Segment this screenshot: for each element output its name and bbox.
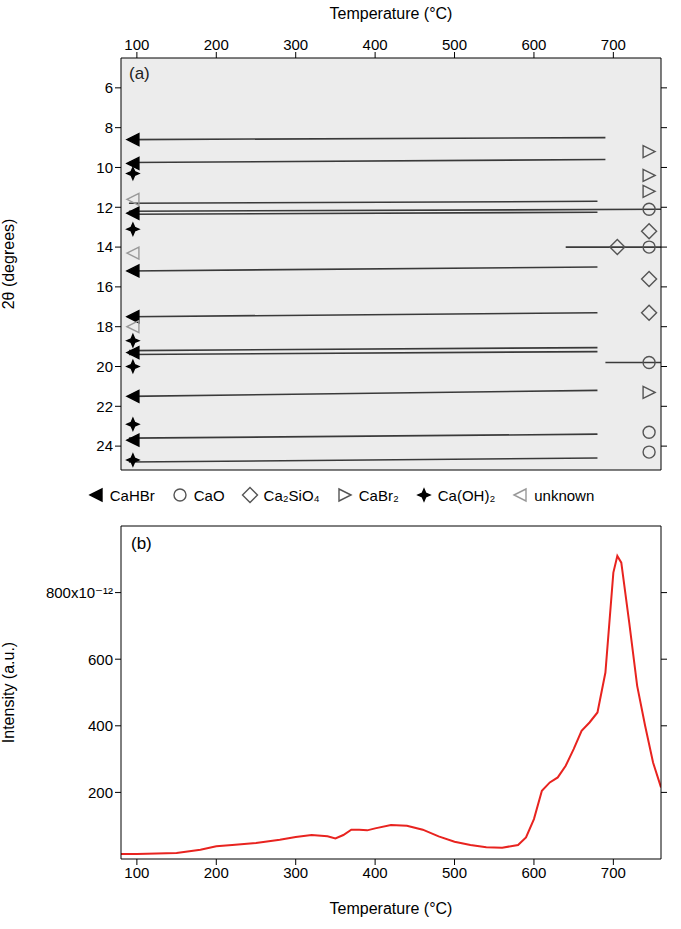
svg-text:10: 10 — [96, 159, 113, 176]
svg-text:400: 400 — [363, 36, 388, 53]
html-text:CaHBr: CaHBr — [109, 486, 155, 504]
svg-text:2θ (degrees): 2θ (degrees) — [0, 219, 17, 310]
svg-text:600: 600 — [88, 651, 113, 668]
svg-text:Temperature (°C): Temperature (°C) — [330, 5, 453, 22]
svg-text:200: 200 — [88, 784, 113, 801]
svg-text:12: 12 — [96, 199, 113, 216]
svg-text:400: 400 — [88, 717, 113, 734]
svg-text:600: 600 — [521, 864, 546, 881]
svg-text:14: 14 — [96, 238, 113, 255]
svg-text:16: 16 — [96, 278, 113, 295]
html-text:CaBr₂: CaBr₂ — [358, 486, 399, 504]
svg-text:300: 300 — [283, 864, 308, 881]
html-text:Ca₂SiO₄: Ca₂SiO₄ — [263, 486, 320, 504]
svg-text:200: 200 — [204, 864, 229, 881]
html-text:Ca(OH)₂: Ca(OH)₂ — [437, 486, 496, 504]
svg-text:600: 600 — [521, 36, 546, 53]
svg-text:8: 8 — [105, 119, 113, 136]
svg-text:24: 24 — [96, 437, 113, 454]
svg-text:22: 22 — [96, 398, 113, 415]
svg-text:500: 500 — [442, 36, 467, 53]
html-text:unknown: unknown — [534, 486, 595, 504]
svg-text:20: 20 — [96, 358, 113, 375]
svg-text:700: 700 — [601, 36, 626, 53]
html-text:(b): (b) — [131, 534, 152, 553]
svg-text:800x10⁻¹²: 800x10⁻¹² — [46, 584, 113, 601]
html-text:(a): (a) — [129, 64, 150, 83]
svg-text:18: 18 — [96, 318, 113, 335]
svg-text:700: 700 — [601, 864, 626, 881]
svg-text:100: 100 — [124, 864, 149, 881]
html-text:CaO: CaO — [193, 486, 225, 504]
svg-text:300: 300 — [283, 36, 308, 53]
svg-text:400: 400 — [363, 864, 388, 881]
svg-text:Temperature (°C): Temperature (°C) — [330, 900, 453, 917]
svg-text:6: 6 — [105, 79, 113, 96]
svg-text:500: 500 — [442, 864, 467, 881]
svg-text:200: 200 — [204, 36, 229, 53]
svg-text:Intensity (a.u.): Intensity (a.u.) — [0, 642, 17, 743]
svg-text:100: 100 — [124, 36, 149, 53]
